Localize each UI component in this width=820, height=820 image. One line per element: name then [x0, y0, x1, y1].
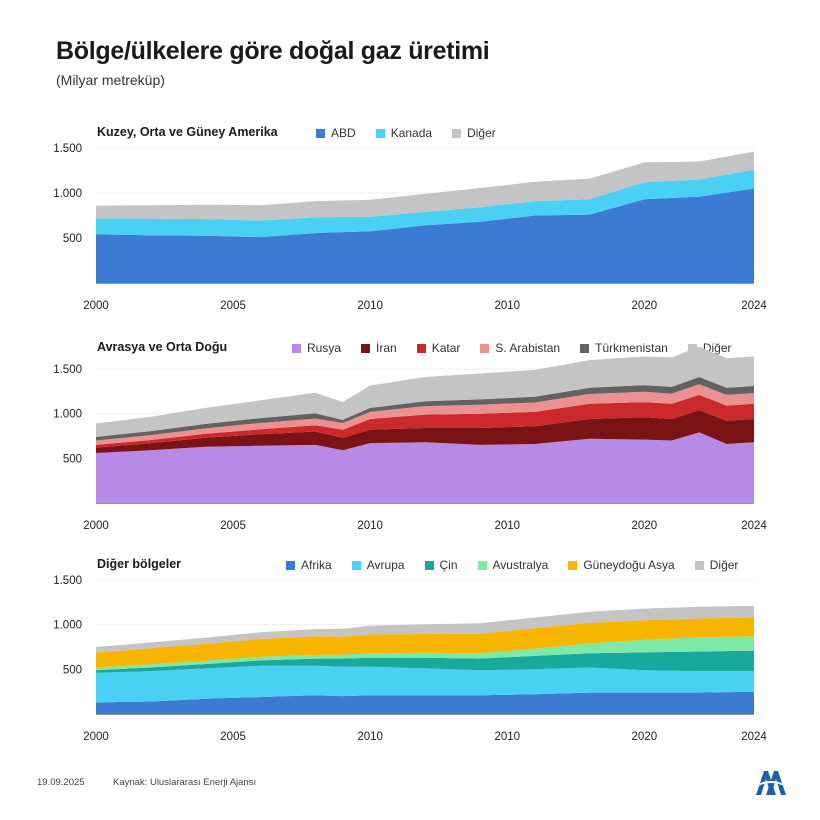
x-tick-label: 2020: [632, 300, 658, 312]
legend-label: Türkmenistan: [595, 341, 668, 355]
legend-item: Güneydoğu Asya: [568, 558, 675, 572]
legend-item: Avustralya: [477, 558, 549, 572]
legend-swatch: [286, 560, 295, 570]
area-series: [96, 636, 754, 671]
area-series: [96, 691, 754, 714]
legend-label: Rusya: [307, 341, 342, 355]
chart-legend: Afrika Avrupa Çin Avustralya Güneydoğu Asya D…: [286, 558, 758, 572]
y-tick-label: 1.000: [53, 409, 82, 421]
y-tick-label: 1.500: [53, 575, 82, 587]
area-series: [96, 169, 754, 238]
x-tick-label: 2010: [357, 731, 383, 743]
legend-item: ABD: [316, 126, 356, 140]
x-tick-label: 2010: [494, 300, 520, 312]
area-series: [96, 151, 754, 221]
legend-swatch: [351, 560, 361, 570]
y-tick-label: 500: [63, 664, 82, 676]
chart-title: Kuzey, Orta ve Güney Amerika: [97, 125, 278, 139]
legend-label: Çin: [439, 558, 458, 572]
x-tick-label: 2000: [83, 731, 109, 743]
legend-label: ABD: [331, 126, 356, 140]
legend-swatch: [580, 343, 590, 353]
y-tick-label: 1.500: [53, 143, 82, 155]
page-subtitle: (Milyar metreküp): [56, 72, 165, 88]
legend-label: Avrupa: [366, 558, 405, 572]
legend-swatch: [480, 343, 490, 353]
legend-item: İran: [361, 341, 397, 355]
area-series: [96, 384, 754, 445]
legend-label: Kanada: [390, 126, 433, 140]
legend-swatch: [477, 560, 487, 570]
legend-label: Güneydoğu Asya: [583, 558, 675, 572]
aa-logo-icon: [756, 771, 786, 795]
legend-label: Katar: [431, 341, 461, 355]
y-tick-label: 500: [63, 453, 82, 465]
legend-label: Diğer: [467, 126, 496, 140]
x-tick-label: 2024: [741, 520, 767, 532]
chart-title: Diğer bölgeler: [97, 557, 182, 571]
area-series: [96, 650, 754, 673]
x-tick-label: 2024: [741, 300, 767, 312]
footer-date: 19.09.2025: [37, 777, 85, 788]
legend-label: Avustralya: [492, 558, 549, 572]
x-tick-label: 2024: [741, 731, 767, 743]
chart-legend: Rusya İran Katar S. Arabistan Türkmenistan Di…: [292, 341, 752, 355]
area-series: [96, 188, 754, 283]
legend-item: Avrupa: [351, 558, 405, 572]
page-title: Bölge/ülkelere göre doğal gaz üretimi: [56, 37, 490, 65]
chart-legend: ABD Kanada Diğer: [316, 126, 516, 140]
x-tick-label: 2020: [632, 731, 658, 743]
legend-swatch: [375, 128, 385, 138]
legend-swatch: [424, 560, 434, 570]
area-series: [96, 605, 754, 653]
y-tick-label: 1.500: [53, 364, 82, 376]
area-chart: 500 1.000 1.500 2000 2005 2010 2010 2020 2024: [53, 143, 767, 312]
legend-swatch: [292, 343, 301, 353]
x-tick-label: 2010: [357, 520, 383, 532]
footer-source: Kaynak: Uluslararası Enerji Ajansı: [113, 777, 257, 788]
x-tick-label: 2010: [494, 520, 520, 532]
area-series: [96, 410, 754, 453]
legend-swatch: [694, 560, 704, 570]
legend-label: İran: [376, 341, 397, 355]
y-tick-label: 1.000: [53, 620, 82, 632]
legend-item: Afrika: [286, 558, 332, 572]
area-series: [96, 377, 754, 441]
x-tick-label: 2005: [220, 520, 246, 532]
legend-item: Rusya: [292, 341, 341, 355]
legend-label: S. Arabistan: [495, 341, 561, 355]
area-chart: 500 1.000 1.500 2000 2005 2010 2010 2020 2024: [53, 346, 767, 532]
chart-title: Avrasya ve Orta Doğu: [97, 340, 228, 354]
legend-label: Afrika: [301, 558, 332, 572]
legend-item: Kanada: [375, 126, 433, 140]
legend-item: Katar: [416, 341, 461, 355]
area-series: [96, 394, 754, 448]
x-tick-label: 2010: [357, 300, 383, 312]
legend-swatch: [361, 343, 371, 353]
area-series: [96, 665, 754, 703]
legend-label: Diğer: [709, 558, 739, 572]
x-tick-label: 2005: [220, 731, 246, 743]
legend-swatch: [687, 343, 697, 353]
x-tick-label: 2000: [83, 520, 109, 532]
legend-swatch: [416, 343, 426, 353]
legend-swatch: [568, 560, 578, 570]
x-tick-label: 2020: [632, 520, 658, 532]
legend-item: Çin: [424, 558, 458, 572]
area-series: [96, 346, 754, 437]
legend-swatch: [316, 128, 325, 138]
legend-swatch: [452, 128, 462, 138]
legend-item: Türkmenistan: [580, 341, 668, 355]
y-tick-label: 1.000: [53, 188, 82, 200]
legend-item: S. Arabistan: [480, 341, 560, 355]
x-tick-label: 2010: [494, 731, 520, 743]
area-chart: 500 1.000 1.500 2000 2005 2010 2010 2020 2024: [53, 575, 767, 743]
area-series: [96, 617, 754, 668]
y-tick-label: 500: [63, 233, 82, 245]
x-tick-label: 2005: [220, 300, 246, 312]
x-tick-label: 2000: [83, 300, 109, 312]
legend-item: Diğer: [694, 558, 739, 572]
area-series: [96, 432, 754, 503]
legend-item: Diğer: [452, 126, 496, 140]
